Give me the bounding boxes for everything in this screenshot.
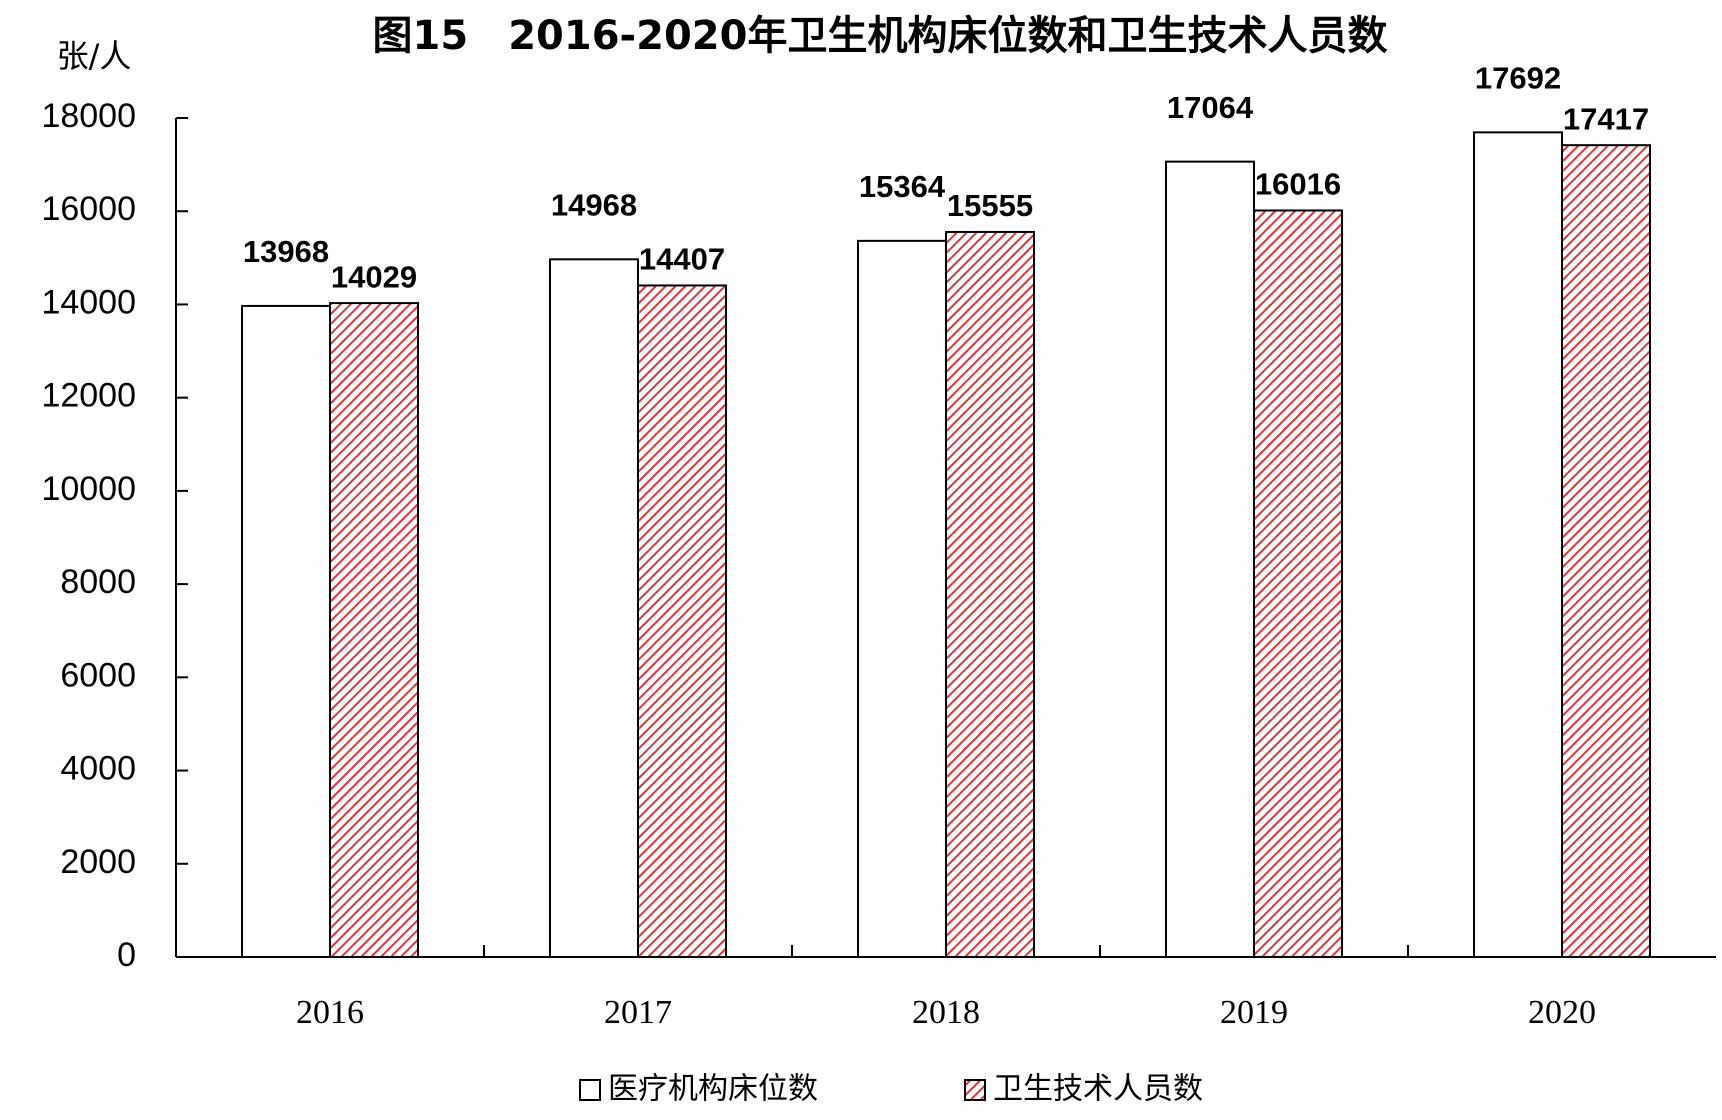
y-tick-label: 0 [117, 936, 136, 974]
y-tick-label: 2000 [60, 843, 136, 881]
bar [1561, 144, 1651, 959]
y-tick-label: 10000 [41, 470, 136, 508]
x-tick-label: 2016 [296, 994, 364, 1031]
y-tick-label: 12000 [41, 377, 136, 415]
x-tick-label: 2017 [604, 994, 672, 1031]
y-tick-label: 6000 [60, 656, 136, 694]
bar [329, 302, 419, 958]
legend-swatch [579, 1079, 601, 1101]
y-tick-label: 4000 [60, 750, 136, 788]
value-label: 16016 [1255, 167, 1341, 202]
value-label: 17417 [1563, 101, 1649, 136]
bar [549, 258, 639, 958]
value-label: 17064 [1167, 90, 1254, 125]
bar [1165, 160, 1255, 959]
bar [1473, 131, 1563, 959]
y-tick-label: 8000 [60, 563, 136, 601]
x-tick-label: 2018 [912, 994, 980, 1031]
chart-title: 图15 2016-2020年卫生机构床位数和卫生技术人员数 [373, 13, 1388, 59]
bar [241, 304, 331, 959]
value-label: 13968 [243, 234, 329, 269]
x-tick-label: 2019 [1220, 994, 1288, 1031]
y-tick-label: 14000 [41, 283, 136, 321]
x-tick-label: 2020 [1528, 994, 1596, 1031]
y-tick-label: 18000 [41, 97, 136, 135]
y-tick-label: 16000 [41, 190, 136, 228]
bar [637, 284, 727, 959]
y-axis-label: 张/人 [57, 37, 132, 75]
legend-label: 卫生技术人员数 [993, 1072, 1203, 1107]
bar [1253, 209, 1343, 958]
bar [945, 230, 1035, 958]
value-label: 15364 [859, 169, 946, 204]
bar [857, 239, 947, 958]
value-label: 14968 [551, 188, 637, 223]
value-label: 14407 [639, 242, 725, 277]
value-label: 17692 [1475, 61, 1561, 96]
value-label: 15555 [947, 188, 1033, 223]
legend-label: 医疗机构床位数 [608, 1072, 818, 1107]
value-label: 14029 [331, 259, 417, 294]
legend-swatch [964, 1079, 986, 1101]
